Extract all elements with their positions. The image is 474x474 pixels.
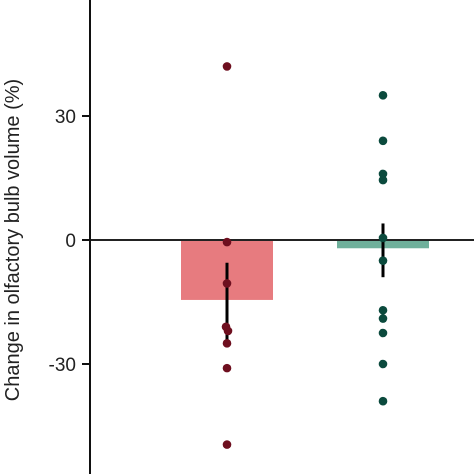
data-point-group-1 xyxy=(222,363,232,373)
data-point-group-2 xyxy=(378,305,388,315)
data-point-group-2 xyxy=(378,359,388,369)
data-point-group-1 xyxy=(222,440,232,449)
data-point-group-1 xyxy=(223,326,233,336)
data-point-group-2 xyxy=(378,396,388,406)
data-point-group-2 xyxy=(378,136,388,146)
y-ticks-layer: 30 0 -30 xyxy=(49,107,90,376)
data-point-group-1 xyxy=(222,237,232,247)
y-axis-title: Change in olfactory bulb volume (%) xyxy=(2,79,24,401)
data-point-group-2 xyxy=(378,175,388,185)
y-tick-label: 30 xyxy=(55,107,76,128)
data-point-group-1 xyxy=(222,339,232,348)
data-point-group-2 xyxy=(378,91,388,100)
data-points-layer xyxy=(221,62,388,449)
bars-layer xyxy=(181,240,429,300)
y-tick-label: 0 xyxy=(65,231,76,252)
data-point-group-2 xyxy=(378,314,388,323)
data-point-group-2 xyxy=(378,233,388,243)
data-point-group-2 xyxy=(378,169,388,179)
data-point-group-2 xyxy=(378,256,388,265)
y-tick-label: -30 xyxy=(49,355,76,376)
data-point-group-2 xyxy=(378,328,388,338)
data-point-group-1 xyxy=(222,62,232,71)
data-point-group-1 xyxy=(222,279,232,288)
